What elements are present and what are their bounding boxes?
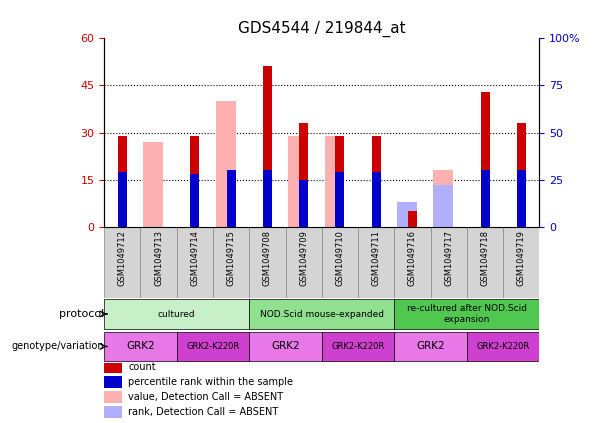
Text: rank, Detection Call = ABSENT: rank, Detection Call = ABSENT [128,407,278,417]
Text: GRK2-K220R: GRK2-K220R [332,342,385,351]
FancyBboxPatch shape [394,299,539,329]
Text: GRK2: GRK2 [126,341,155,352]
Bar [104,376,121,388]
FancyBboxPatch shape [467,227,503,298]
Bar [104,360,121,373]
Bar [288,136,308,227]
FancyBboxPatch shape [286,227,322,298]
Text: value, Detection Call = ABSENT: value, Detection Call = ABSENT [128,392,283,402]
Text: GSM1049709: GSM1049709 [299,231,308,286]
Bar [408,211,417,227]
FancyBboxPatch shape [177,227,213,298]
FancyBboxPatch shape [249,299,394,329]
Bar [118,172,127,227]
FancyBboxPatch shape [503,227,539,298]
FancyBboxPatch shape [104,227,140,298]
Bar [481,170,490,227]
FancyBboxPatch shape [177,332,249,361]
FancyBboxPatch shape [394,332,467,361]
Bar [433,185,453,227]
Text: GSM1049717: GSM1049717 [444,231,453,286]
FancyBboxPatch shape [249,227,286,298]
Bar [263,66,272,227]
Bar [335,136,345,227]
Bar [227,170,235,227]
Text: GRK2-K220R: GRK2-K220R [476,342,530,351]
Text: GSM1049714: GSM1049714 [191,231,199,286]
Bar [104,406,121,418]
FancyBboxPatch shape [394,227,430,298]
FancyBboxPatch shape [322,332,394,361]
Bar [517,170,526,227]
FancyBboxPatch shape [358,227,394,298]
Text: GSM1049716: GSM1049716 [408,231,417,286]
Bar [118,136,127,227]
Text: genotype/variation: genotype/variation [12,341,104,352]
FancyBboxPatch shape [430,227,467,298]
FancyBboxPatch shape [467,332,539,361]
FancyBboxPatch shape [104,299,249,329]
Text: GSM1049710: GSM1049710 [335,231,345,286]
Bar [371,136,381,227]
Bar [397,202,417,227]
Bar [104,391,121,403]
Bar [216,101,235,227]
Text: GSM1049708: GSM1049708 [263,231,272,286]
Text: NOD.Scid mouse-expanded: NOD.Scid mouse-expanded [260,310,384,319]
FancyBboxPatch shape [104,332,177,361]
Bar [191,174,199,227]
Bar [263,170,272,227]
Text: GSM1049718: GSM1049718 [481,231,490,286]
Text: GRK2-K220R: GRK2-K220R [186,342,240,351]
Bar [433,170,453,227]
Bar [299,180,308,227]
Text: count: count [128,362,156,372]
Bar [324,136,345,227]
Text: protocol: protocol [59,309,104,319]
FancyBboxPatch shape [322,227,358,298]
FancyBboxPatch shape [140,227,177,298]
Text: GSM1049715: GSM1049715 [227,231,235,286]
Text: GSM1049713: GSM1049713 [154,231,163,286]
Text: GRK2: GRK2 [271,341,300,352]
Text: re-cultured after NOD.Scid
expansion: re-cultured after NOD.Scid expansion [407,304,527,324]
Bar [481,92,490,227]
Bar [335,172,345,227]
Text: GRK2: GRK2 [416,341,445,352]
Text: GSM1049711: GSM1049711 [371,231,381,286]
FancyBboxPatch shape [213,227,249,298]
Bar [299,123,308,227]
Text: GSM1049719: GSM1049719 [517,231,526,286]
Title: GDS4544 / 219844_at: GDS4544 / 219844_at [238,20,406,37]
Bar [517,123,526,227]
Bar [143,142,163,227]
FancyBboxPatch shape [249,332,322,361]
Bar [371,172,381,227]
Text: GSM1049712: GSM1049712 [118,231,127,286]
Text: percentile rank within the sample: percentile rank within the sample [128,377,293,387]
Bar [191,136,199,227]
Text: cultured: cultured [158,310,196,319]
